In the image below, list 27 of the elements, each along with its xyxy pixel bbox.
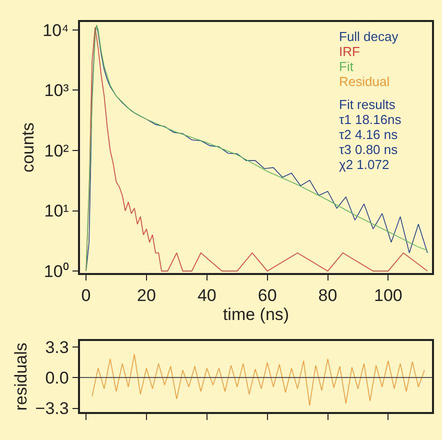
annotation: τ3 0.80 ns bbox=[339, 142, 398, 157]
annotation: τ1 18.16ns bbox=[339, 112, 402, 127]
x-axis-title: time (ns) bbox=[222, 305, 290, 324]
x-tick-label: 60 bbox=[258, 286, 277, 306]
text: Full decay bbox=[339, 29, 399, 44]
y-axis-title: residuals bbox=[11, 342, 30, 411]
x-tick-label: 0 bbox=[81, 286, 91, 306]
y-tick-label: 3.3 bbox=[45, 338, 69, 357]
y-tick-label: 10¹ bbox=[44, 202, 70, 221]
x-tick-label: 80 bbox=[318, 286, 338, 306]
annotation: χ2 1.072 bbox=[339, 157, 390, 172]
y-tick-label: 10⁰ bbox=[44, 262, 69, 282]
y-tick-label: 0.0 bbox=[45, 368, 69, 388]
text: IRF bbox=[339, 44, 360, 59]
y-axis-title: counts bbox=[18, 122, 38, 173]
line-series bbox=[92, 354, 425, 406]
text: Residual bbox=[339, 74, 390, 89]
x-tick-label: 100 bbox=[374, 286, 402, 306]
x-tick-label: 20 bbox=[137, 286, 156, 306]
x-tick-label: 40 bbox=[197, 286, 216, 306]
y-tick-label: 10² bbox=[44, 141, 70, 160]
annotation: τ2 4.16 ns bbox=[339, 127, 398, 142]
y-tick-label: 10⁴ bbox=[42, 20, 69, 40]
y-tick-label: 10³ bbox=[44, 81, 70, 100]
text: Fit bbox=[339, 59, 354, 74]
y-tick-label: −3.3 bbox=[35, 399, 69, 418]
annotation: Fit results bbox=[339, 97, 396, 112]
